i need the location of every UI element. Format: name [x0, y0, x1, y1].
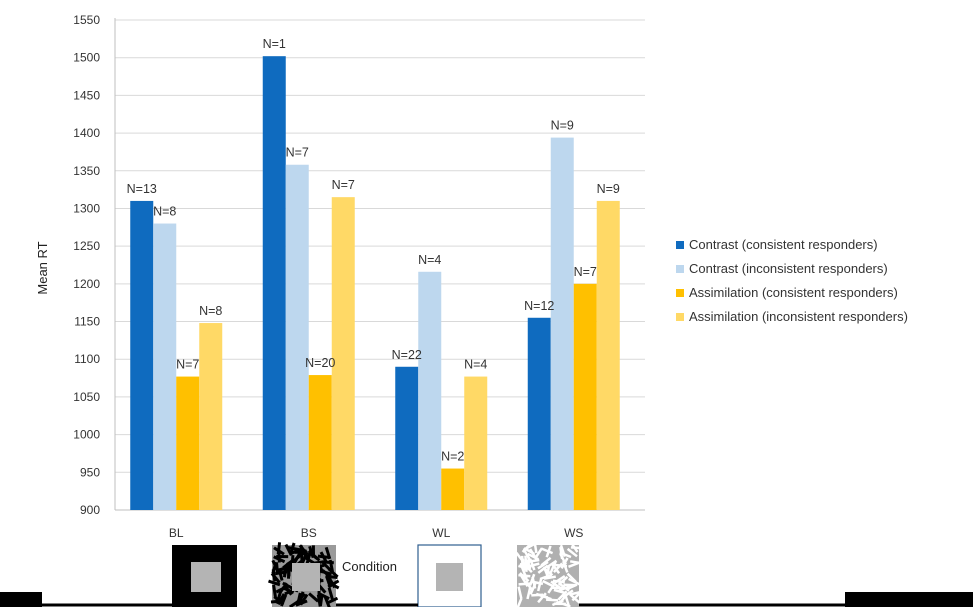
data-labels: N=13 N=8 N=7 N=8 N=1 N=7 N=20 N=7 N=22 N=4 N=2 N=4 N…: [127, 37, 620, 463]
legend-label: Contrast (consistent responders): [689, 237, 878, 252]
data-label: N=12: [524, 299, 554, 313]
bar: [596, 200, 620, 510]
y-tick-label: 1250: [73, 239, 100, 253]
data-label: N=1: [263, 37, 286, 51]
legend-swatch: [676, 289, 684, 297]
x-tick-label: WS: [564, 526, 583, 540]
bar: [130, 200, 154, 510]
thumbnail-ws: [515, 540, 583, 607]
bar: [331, 197, 355, 510]
y-tick-label: 1500: [73, 51, 100, 65]
data-label: N=4: [464, 358, 487, 372]
y-tick-label: 1100: [74, 352, 100, 366]
data-label: N=7: [574, 265, 597, 279]
bar: [573, 283, 597, 510]
bar: [285, 164, 309, 510]
data-label: N=8: [199, 304, 222, 318]
legend-label: Assimilation (consistent responders): [689, 285, 898, 300]
bar: [550, 137, 574, 510]
data-label: N=8: [153, 205, 176, 219]
thumbnail-bl: [172, 545, 237, 607]
data-label: N=13: [127, 182, 157, 196]
bar: [441, 468, 465, 510]
x-axis-title: Condition: [342, 559, 397, 574]
y-tick-label: 1300: [73, 201, 100, 215]
thumbnail-wl: [417, 544, 482, 607]
legend-swatch: [676, 241, 684, 249]
y-tick-label: 1050: [73, 390, 100, 404]
legend-label: Contrast (inconsistent responders): [689, 261, 888, 276]
bar: [176, 376, 200, 510]
y-tick-label: 1150: [74, 315, 100, 329]
bar: [199, 323, 223, 510]
bottom-black-block-left: [0, 592, 42, 607]
bottom-black-block-right: [845, 592, 973, 607]
y-tick-label: 1200: [73, 277, 100, 291]
y-tick-label: 1400: [73, 126, 100, 140]
legend: Contrast (consistent responders) Contrast…: [676, 237, 908, 324]
y-tick-label: 1000: [73, 428, 100, 442]
x-tick-label: BL: [169, 526, 184, 540]
data-label: N=7: [332, 178, 355, 192]
y-tick-label: 950: [80, 465, 100, 479]
y-tick-label: 1450: [73, 88, 100, 102]
bar: [153, 223, 177, 511]
data-label: N=20: [305, 356, 335, 370]
data-label: N=22: [392, 348, 422, 362]
y-tick-label: 1350: [73, 164, 100, 178]
y-axis-title: Mean RT: [35, 241, 50, 294]
data-label: N=7: [176, 358, 199, 372]
bar: [308, 375, 332, 510]
data-label: N=4: [418, 253, 441, 267]
y-tick-labels: 900 950 1000 1050 1100 1150 1200 1250 1300 1350 14…: [73, 13, 100, 517]
bars: [130, 56, 620, 511]
y-tick-label: 1550: [73, 13, 100, 27]
data-label: N=7: [286, 146, 309, 160]
x-tick-label: WL: [432, 526, 450, 540]
data-label: N=9: [551, 119, 574, 133]
thumbnail-bs: [268, 542, 340, 607]
bar: [418, 271, 442, 510]
bar: [395, 366, 419, 510]
x-tick-labels: BL BS WL WS: [169, 526, 584, 540]
legend-label: Assimilation (inconsistent responders): [689, 309, 908, 324]
x-tick-label: BS: [301, 526, 317, 540]
y-tick-label: 900: [80, 503, 100, 517]
bar: [262, 56, 286, 510]
legend-swatch: [676, 313, 684, 321]
data-label: N=2: [441, 450, 464, 464]
bar: [464, 376, 488, 510]
legend-swatch: [676, 265, 684, 273]
bar: [527, 317, 551, 510]
data-label: N=9: [597, 182, 620, 196]
